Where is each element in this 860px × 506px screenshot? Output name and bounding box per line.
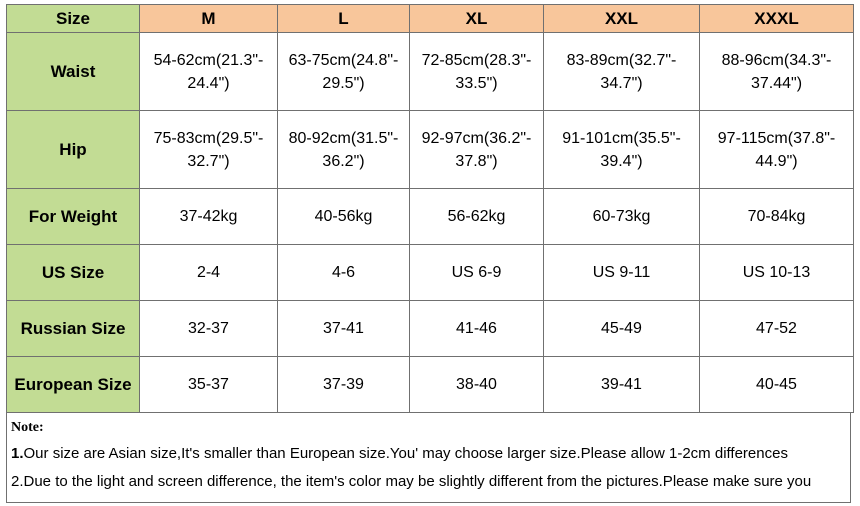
table-cell: 91-101cm(35.5"- 39.4")	[543, 110, 700, 189]
cell-line: 54-62cm(21.3"-	[153, 51, 264, 69]
cell-line: 47-52	[756, 320, 797, 337]
size-chart-table: Size M L XL XXL XXXL Waist 54-62cm(21.3"-…	[6, 4, 854, 413]
row-label: Waist	[6, 32, 140, 111]
table-row: European Size 35-37 37-39 38-40 39-41 40-45	[6, 356, 854, 413]
cell-line: 37-39	[323, 376, 364, 393]
cell-line: 38-40	[456, 376, 497, 393]
cell-line: US 6-9	[451, 264, 502, 281]
table-cell: 40-56kg	[277, 188, 410, 245]
cell-line: 56-62kg	[447, 208, 506, 225]
cell-line: 40-56kg	[314, 208, 373, 225]
table-cell: 70-84kg	[699, 188, 854, 245]
cell-line: 37.8")	[455, 152, 498, 170]
table-cell: US 6-9	[409, 244, 544, 301]
cell-line: 39-41	[601, 376, 642, 393]
table-cell: 92-97cm(36.2"- 37.8")	[409, 110, 544, 189]
cell-line: US 10-13	[742, 264, 811, 281]
table-cell: 75-83cm(29.5"- 32.7")	[139, 110, 278, 189]
size-col-xl: XL	[409, 4, 544, 33]
cell-line: 34.7")	[600, 74, 643, 92]
table-row: Russian Size 32-37 37-41 41-46 45-49 47-52	[6, 300, 854, 357]
size-col-m: M	[139, 4, 278, 33]
cell-line: 4-6	[331, 264, 356, 281]
note-title: Note:	[11, 420, 44, 435]
cell-line: 24.4")	[187, 74, 230, 92]
table-cell: 83-89cm(32.7"- 34.7")	[543, 32, 700, 111]
table-row: Hip 75-83cm(29.5"- 32.7") 80-92cm(31.5"- 36.…	[6, 110, 854, 189]
cell-line: 37-42kg	[179, 208, 238, 225]
table-cell: 63-75cm(24.8"- 29.5")	[277, 32, 410, 111]
table-cell: 54-62cm(21.3"- 24.4")	[139, 32, 278, 111]
note-line-1: 1.Our size are Asian size,It's smaller t…	[11, 440, 846, 468]
cell-line: US 9-11	[592, 264, 651, 281]
cell-line: 39.4")	[600, 152, 643, 170]
table-cell: 47-52	[699, 300, 854, 357]
row-label: For Weight	[6, 188, 140, 245]
table-cell: US 10-13	[699, 244, 854, 301]
cell-line: 35-37	[188, 376, 229, 393]
table-cell: 60-73kg	[543, 188, 700, 245]
table-cell: 4-6	[277, 244, 410, 301]
table-cell: 72-85cm(28.3"- 33.5")	[409, 32, 544, 111]
table-row: Waist 54-62cm(21.3"- 24.4") 63-75cm(24.8"- 2…	[6, 32, 854, 111]
cell-line: 91-101cm(35.5"-	[562, 129, 681, 147]
cell-line: 44.9")	[755, 152, 798, 170]
size-col-xxl: XXL	[543, 4, 700, 33]
table-cell: 88-96cm(34.3"- 37.44")	[699, 32, 854, 111]
size-header: Size	[6, 4, 140, 33]
cell-line: 88-96cm(34.3"-	[721, 51, 832, 69]
table-cell: 37-42kg	[139, 188, 278, 245]
table-cell: 39-41	[543, 356, 700, 413]
notes-section: Note: 1.Our size are Asian size,It's sma…	[6, 412, 851, 503]
cell-line: 32-37	[188, 320, 229, 337]
cell-line: 36.2")	[322, 152, 365, 170]
cell-line: 92-97cm(36.2"-	[421, 129, 532, 147]
table-cell: 37-41	[277, 300, 410, 357]
cell-line: 60-73kg	[592, 208, 651, 225]
cell-line: 97-115cm(37.8"-	[717, 129, 836, 147]
row-label: Russian Size	[6, 300, 140, 357]
table-cell: 97-115cm(37.8"- 44.9")	[699, 110, 854, 189]
cell-line: 72-85cm(28.3"-	[421, 51, 532, 69]
table-cell: 32-37	[139, 300, 278, 357]
note-line-1-number: 1.	[11, 445, 24, 462]
cell-line: 32.7")	[187, 152, 230, 170]
size-col-xxxl: XXXL	[699, 4, 854, 33]
row-label: US Size	[6, 244, 140, 301]
cell-line: 29.5")	[322, 74, 365, 92]
table-cell: 80-92cm(31.5"- 36.2")	[277, 110, 410, 189]
note-line-1-text: Our size are Asian size,It's smaller tha…	[23, 445, 788, 462]
table-row: US Size 2-4 4-6 US 6-9 US 9-11 US 10-13	[6, 244, 854, 301]
table-cell: 2-4	[139, 244, 278, 301]
table-cell: 56-62kg	[409, 188, 544, 245]
cell-line: 83-89cm(32.7"-	[566, 51, 677, 69]
cell-line: 33.5")	[455, 74, 498, 92]
row-label: European Size	[6, 356, 140, 413]
cell-line: 37-41	[323, 320, 364, 337]
cell-line: 80-92cm(31.5"-	[288, 129, 399, 147]
table-cell: 45-49	[543, 300, 700, 357]
cell-line: 37.44")	[750, 74, 803, 92]
table-cell: 40-45	[699, 356, 854, 413]
table-cell: US 9-11	[543, 244, 700, 301]
table-cell: 41-46	[409, 300, 544, 357]
size-col-l: L	[277, 4, 410, 33]
cell-line: 45-49	[601, 320, 642, 337]
cell-line: 75-83cm(29.5"-	[153, 129, 264, 147]
header-row: Size M L XL XXL XXXL	[6, 4, 854, 33]
cell-line: 41-46	[456, 320, 497, 337]
table-cell: 38-40	[409, 356, 544, 413]
table-row: For Weight 37-42kg 40-56kg 56-62kg 60-73kg 70…	[6, 188, 854, 245]
row-label: Hip	[6, 110, 140, 189]
table-cell: 35-37	[139, 356, 278, 413]
table-cell: 37-39	[277, 356, 410, 413]
cell-line: 70-84kg	[747, 208, 806, 225]
note-line-2: 2.Due to the light and screen difference…	[11, 473, 812, 490]
cell-line: 40-45	[756, 376, 797, 393]
cell-line: 2-4	[196, 264, 221, 281]
cell-line: 63-75cm(24.8"-	[288, 51, 399, 69]
